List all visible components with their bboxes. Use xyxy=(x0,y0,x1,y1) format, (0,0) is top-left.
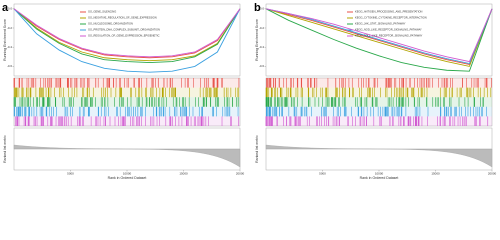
hit-band xyxy=(14,87,240,98)
es-line xyxy=(265,8,493,67)
legend-label: KEGG_NOD_LIKE_RECEPTOR_SIGNALING_PATHWAY xyxy=(355,28,422,32)
plot-frame xyxy=(265,3,493,77)
plot-frame xyxy=(13,3,241,77)
panel-label: a xyxy=(2,2,9,14)
y-tick-label: -0.2 xyxy=(259,26,265,30)
legend-label: KEGG_CYTOKINE_CYTOKINE_RECEPTOR_INTERACT… xyxy=(355,16,427,20)
es-line xyxy=(13,8,241,73)
y-tick-label: -0.4 xyxy=(259,45,265,49)
y-tick-label: 0.0 xyxy=(260,7,265,11)
panel: a -0.6 -0.4 -0.2 0.0 5000 10000 15000 20000 Rank … xyxy=(2,2,245,180)
y-tick-label: -0.4 xyxy=(7,45,13,49)
hit-band xyxy=(14,106,240,117)
y-tick-label: 0.0 xyxy=(8,7,13,11)
y-tick-label: -0.6 xyxy=(259,64,265,68)
legend-label: KEGG_ANTIGEN_PROCESSING_AND_PRESENTATION xyxy=(355,10,422,14)
y-axis-title: Ranked list metric xyxy=(3,135,7,163)
hit-band xyxy=(266,116,492,126)
hit-band xyxy=(14,97,240,107)
x-tick-label: 5000 xyxy=(319,171,326,175)
es-line xyxy=(13,8,241,62)
x-axis-title: Rank in Ordered Dataset xyxy=(360,176,399,180)
hit-band xyxy=(266,78,492,88)
es-line xyxy=(265,8,493,63)
y-axis-title: Running Enrichment Score xyxy=(3,19,7,61)
x-tick-label: 15000 xyxy=(179,171,188,175)
x-tick-label: 15000 xyxy=(431,171,440,175)
legend-label: GO_REGULATION_OF_GENE_EXPRESSION_EPIGENE… xyxy=(88,34,160,38)
legend-label: GO_GENE_SILENCING xyxy=(88,10,116,14)
es-line xyxy=(13,8,241,64)
es-line xyxy=(265,8,493,72)
legend-label: GO_PROTEIN_DNA_COMPLEX_SUBUNIT_ORGANIZAT… xyxy=(88,28,160,32)
y-tick-label: -0.6 xyxy=(7,64,13,68)
legend-label: GO_NUCLEOSOME_ORGANIZATION xyxy=(88,22,133,26)
legend-label: KEGG_TOLL_LIKE_RECEPTOR_SIGNALING_PATHWA… xyxy=(355,34,423,38)
panel: b -0.6 -0.4 -0.2 0.0 5000 10000 15000 20000 Rank … xyxy=(254,2,497,180)
hit-band xyxy=(266,87,492,98)
x-axis-title: Rank in Ordered Dataset xyxy=(108,176,147,180)
es-line xyxy=(13,8,241,58)
hit-band xyxy=(14,116,240,126)
metric-area xyxy=(265,144,493,168)
y-axis-title: Running Enrichment Score xyxy=(255,19,259,61)
es-line xyxy=(265,8,493,65)
x-tick-label: 20000 xyxy=(236,171,245,175)
metric-area xyxy=(13,144,241,168)
x-tick-label: 10000 xyxy=(123,171,132,175)
x-tick-label: 20000 xyxy=(488,171,497,175)
y-axis-title: Ranked list metric xyxy=(255,135,259,163)
hit-band xyxy=(266,106,492,117)
x-tick-label: 10000 xyxy=(375,171,384,175)
panel-label: b xyxy=(254,2,261,14)
figure: a -0.6 -0.4 -0.2 0.0 5000 10000 15000 20000 Rank … xyxy=(2,2,497,180)
legend-label: KEGG_JAK_STAT_SIGNALING_PATHWAY xyxy=(355,22,406,26)
es-line xyxy=(265,8,493,65)
y-tick-label: -0.2 xyxy=(7,26,13,30)
x-tick-label: 5000 xyxy=(67,171,74,175)
es-line xyxy=(13,8,241,59)
hit-band xyxy=(266,97,492,107)
legend-label: GO_NEGATIVE_REGULATION_OF_GENE_EXPRESSIO… xyxy=(88,16,157,20)
